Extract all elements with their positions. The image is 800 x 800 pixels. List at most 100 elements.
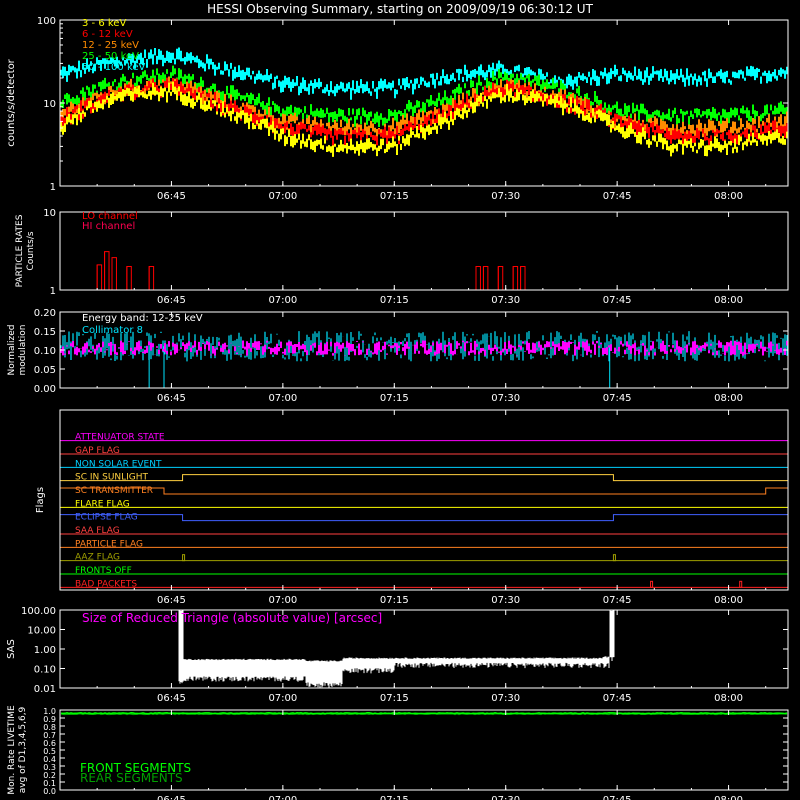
livetime-xtick-label: 08:00 [714,795,743,800]
flag-spike [739,580,743,588]
sas-xtick-label: 08:00 [714,693,743,704]
sas-annotation: Size of Reduced Triangle (absolute value… [82,611,382,625]
livetime-ytick-label: 0.6 [43,739,56,748]
collimator-legend: Collimator 8 [82,325,143,336]
flag-line [60,487,788,495]
livetime-ytick-label: 0.2 [43,771,56,780]
energy-band-annotation: Energy band: 12-25 keV [82,313,203,324]
livetime-ytick-label: 1.0 [43,707,56,716]
sas-series [178,609,615,688]
particle_rates-xtick-label: 07:45 [603,295,632,306]
sas-xtick-label: 07:30 [491,693,520,704]
sas-xtick-label: 07:45 [603,693,632,704]
modulation-ytick-label: 0.20 [34,308,56,319]
modulation-xtick-label: 06:45 [157,393,186,404]
flag-label-sc-in-sunlight: SC IN SUNLIGHT [75,473,149,483]
count_rates-xtick-label: 07:00 [268,191,297,202]
particle-legend-0: LO channel [82,211,138,222]
flags-frame [59,409,789,591]
count_rates-ytick-label: 1 [50,182,56,193]
modulation-ylabel: Normalized [7,324,17,375]
particle_rates-xtick-label: 07:15 [380,295,409,306]
legend-4: 50 - 100 keV [82,62,146,73]
sas-ytick-label: 0.10 [34,665,56,676]
livetime-xtick-label: 06:45 [157,795,186,800]
livetime-ytick-label: 0.9 [43,715,56,724]
modulation-ytick-label: 0.00 [34,384,56,395]
flag-line [60,474,788,482]
particle_rates-ylabel2: Counts/s [26,231,36,270]
legend-0: 3 - 6 keV [82,18,126,29]
flag-label-gap-flag: GAP FLAG [75,446,120,456]
sas-ytick-label: 1.00 [34,645,56,656]
particle_rates-xtick-label: 07:30 [491,295,520,306]
count_rates-xtick-label: 07:45 [603,191,632,202]
flag-label-attenuator-state: ATTENUATOR STATE [75,433,165,443]
livetime-ytick-label: 0.0 [43,787,56,796]
flag-line [60,514,788,522]
modulation-xtick-label: 07:00 [268,393,297,404]
particle_rates-xtick-label: 08:00 [714,295,743,306]
modulation-xtick-label: 08:00 [714,393,743,404]
livetime-ytick-label: 0.5 [43,747,56,756]
modulation-xtick-label: 07:15 [380,393,409,404]
sas-ytick-label: 0.01 [34,684,56,695]
livetime-xtick-label: 07:00 [268,795,297,800]
flags-xtick-label: 07:00 [268,595,297,606]
flags-xtick-label: 06:45 [157,595,186,606]
modulation-magenta-series [60,340,788,356]
particle_rates-xtick-label: 06:45 [157,295,186,306]
legend-2: 12 - 25 keV [82,40,139,51]
modulation-ylabel2: modulation [18,325,28,376]
particle_rates-frame [59,211,789,291]
livetime-legend-0: FRONT SEGMENTS [80,761,191,775]
modulation-ytick-label: 0.05 [34,365,56,376]
flags-xtick-label: 07:15 [380,595,409,606]
particle_rates-ylabel: PARTICLE RATES [15,214,25,287]
count-rate-series-0 [60,81,788,157]
count_rates-xtick-label: 07:30 [491,191,520,202]
flag-label-fronts-off: FRONTS OFF [75,566,132,576]
sas-ylabel: SAS [6,639,17,659]
flag-label-flare-flag: FLARE FLAG [75,499,130,509]
flag-label-particle-flag: PARTICLE FLAG [75,539,143,549]
livetime-legend-1: REAR SEGMENTS [80,771,183,785]
flag-spike [650,580,654,588]
livetime-ylabel: Mon. Rate LIVETIME [7,705,17,795]
livetime-ytick-label: 0.7 [43,731,56,740]
livetime-series-1 [60,712,788,715]
count_rates-ylabel: counts/s/detector [6,58,17,146]
count_rates-xtick-label: 06:45 [157,191,186,202]
legend-1: 6 - 12 keV [82,29,133,40]
particle-legend-1: HI channel [82,221,135,232]
livetime-ylabel2: avg of D1,3,4,5,6,9 [18,706,28,793]
flags-xtick-label: 07:45 [603,595,632,606]
sas-xtick-label: 07:15 [380,693,409,704]
livetime-ytick-label: 0.1 [43,779,56,788]
flag-spike [182,554,186,562]
flag-spike [612,554,616,562]
livetime-ytick-label: 0.3 [43,763,56,772]
particle_rates-xtick-label: 07:00 [268,295,297,306]
modulation-ytick-label: 0.15 [34,327,56,338]
chart-title: HESSI Observing Summary, starting on 200… [207,2,593,16]
sas-ytick-label: 100.00 [21,606,56,617]
livetime-xtick-label: 07:45 [603,795,632,800]
flag-label-sc-transmitter: SC TRANSMITTER [75,486,153,496]
flag-label-aaz-flag: AAZ FLAG [75,553,120,563]
sas-ytick-label: 10.00 [27,626,56,637]
legend-3: 25 - 50 keV [82,51,139,62]
livetime-ytick-label: 0.8 [43,723,56,732]
count_rates-xtick-label: 07:15 [380,191,409,202]
particle_rates-ytick-label: 1 [50,286,56,297]
livetime-ytick-label: 0.4 [43,755,56,764]
flags-xtick-label: 08:00 [714,595,743,606]
livetime-xtick-label: 07:15 [380,795,409,800]
flag-label-non-solar-event: NON SOLAR EVENT [75,459,162,469]
count_rates-ytick-label: 10 [43,99,56,110]
flags-ylabel: Flags [35,487,46,513]
sas-xtick-label: 07:00 [268,693,297,704]
sas-xtick-label: 06:45 [157,693,186,704]
flag-label-bad-packets: BAD PACKETS [75,579,137,589]
